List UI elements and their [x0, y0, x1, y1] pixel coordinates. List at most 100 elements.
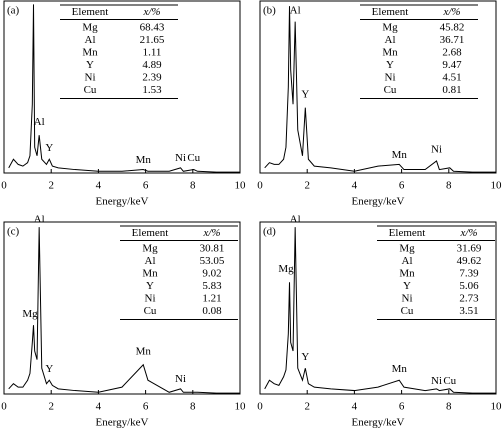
x-tick-label: 6 — [143, 401, 149, 413]
x-tick-label: 10 — [235, 180, 247, 192]
table-cell: 49.62 — [457, 255, 482, 267]
table-cell: Al — [85, 34, 96, 46]
table-cell: Y — [386, 59, 394, 71]
table-cell: 4.89 — [142, 59, 162, 71]
table-cell: 1.21 — [202, 292, 221, 304]
peak-label: Mg — [278, 263, 294, 275]
table-cell: Cu — [401, 305, 414, 317]
table-bg — [360, 5, 478, 99]
table-header: Element — [372, 6, 409, 18]
table-bg — [120, 226, 238, 320]
table-cell: 36.71 — [440, 34, 465, 46]
peak-label: Al — [34, 213, 45, 225]
x-axis-label: Energy/keV — [96, 417, 149, 429]
table-cell: Y — [403, 280, 411, 292]
x-tick-label: 10 — [491, 180, 502, 192]
table-cell: 9.02 — [202, 267, 221, 279]
table-cell: 1.53 — [142, 84, 162, 96]
x-tick-label: 2 — [304, 180, 310, 192]
x-tick-label: 0 — [257, 180, 263, 192]
table-header: Element — [132, 227, 169, 239]
plot-frame — [3, 0, 241, 174]
x-axis-label: Energy/keV — [96, 196, 149, 208]
x-tick-label: 6 — [399, 401, 405, 413]
table-cell: Al — [145, 255, 156, 267]
table-header: x/% — [202, 227, 220, 239]
table-cell: 2.68 — [442, 46, 462, 58]
table-cell: Cu — [384, 84, 397, 96]
table-cell: 21.65 — [140, 34, 165, 46]
table-cell: Ni — [402, 292, 413, 304]
peak-label: Ni — [431, 375, 442, 387]
peak-label: Ni — [175, 373, 186, 385]
table-cell: 2.73 — [459, 292, 479, 304]
table-cell: 45.82 — [440, 21, 465, 33]
panel-label: (a) — [7, 5, 20, 17]
table-header: Element — [389, 227, 426, 239]
x-tick-label: 8 — [446, 401, 452, 413]
peak-label: Mn — [136, 154, 152, 166]
table-cell: Mn — [382, 46, 398, 58]
peak-label: Al — [290, 213, 301, 225]
table-cell: Y — [86, 59, 94, 71]
table-cell: 9.47 — [442, 59, 462, 71]
table-cell: Mn — [142, 267, 158, 279]
table-header: x/% — [142, 6, 160, 18]
peak-label: Mn — [392, 149, 408, 161]
peak-label: Mn — [392, 363, 408, 375]
table-cell: Cu — [144, 305, 157, 317]
plot-frame — [3, 221, 241, 395]
table-header: x/% — [442, 6, 460, 18]
table-cell: Mn — [82, 46, 98, 58]
x-axis-label: Energy/keV — [352, 196, 405, 208]
table-cell: Al — [385, 34, 396, 46]
panel-label: (b) — [263, 5, 276, 17]
peak-label: Ni — [175, 152, 186, 164]
x-axis-label: Energy/keV — [352, 417, 405, 429]
table-cell: 2.39 — [142, 71, 162, 83]
peak-label: Cu — [187, 152, 200, 164]
x-tick-label: 4 — [352, 180, 358, 192]
peak-label: Y — [45, 142, 53, 154]
table-header: x/% — [459, 227, 477, 239]
table-cell: 4.51 — [442, 71, 461, 83]
x-tick-label: 2 — [48, 180, 54, 192]
panel-label: (d) — [263, 226, 276, 238]
x-tick-label: 10 — [491, 401, 502, 413]
table-cell: Mg — [399, 242, 415, 254]
x-tick-label: 10 — [235, 401, 247, 413]
spectrum — [8, 227, 240, 394]
panel-label: (c) — [7, 226, 20, 238]
table-bg — [60, 5, 178, 99]
peak-label: Mn — [136, 346, 152, 358]
table-cell: 0.08 — [202, 305, 222, 317]
x-tick-label: 6 — [399, 180, 405, 192]
x-tick-label: 8 — [190, 401, 196, 413]
table-cell: 3.51 — [459, 305, 478, 317]
x-tick-label: 2 — [304, 401, 310, 413]
x-tick-label: 4 — [96, 180, 102, 192]
x-tick-label: 2 — [48, 401, 54, 413]
x-tick-label: 0 — [1, 401, 7, 413]
peak-label: Y — [301, 351, 309, 363]
table-cell: 53.05 — [200, 255, 225, 267]
spectrum — [264, 6, 496, 173]
table-cell: 31.69 — [457, 242, 482, 254]
peak-label: Y — [45, 363, 53, 375]
plot-frame — [259, 221, 497, 395]
spectrum — [8, 4, 240, 173]
table-bg — [377, 226, 495, 320]
peak-label: Y — [301, 89, 309, 101]
table-cell: Mg — [142, 242, 158, 254]
table-cell: Cu — [84, 84, 97, 96]
x-tick-label: 8 — [190, 180, 196, 192]
plot-frame — [259, 0, 497, 174]
x-tick-label: 0 — [1, 180, 7, 192]
table-cell: 7.39 — [459, 267, 479, 279]
table-cell: 5.83 — [202, 280, 222, 292]
spectrum — [264, 227, 496, 394]
table-cell: Mg — [382, 21, 398, 33]
x-tick-label: 4 — [96, 401, 102, 413]
peak-label: Al — [34, 116, 45, 128]
